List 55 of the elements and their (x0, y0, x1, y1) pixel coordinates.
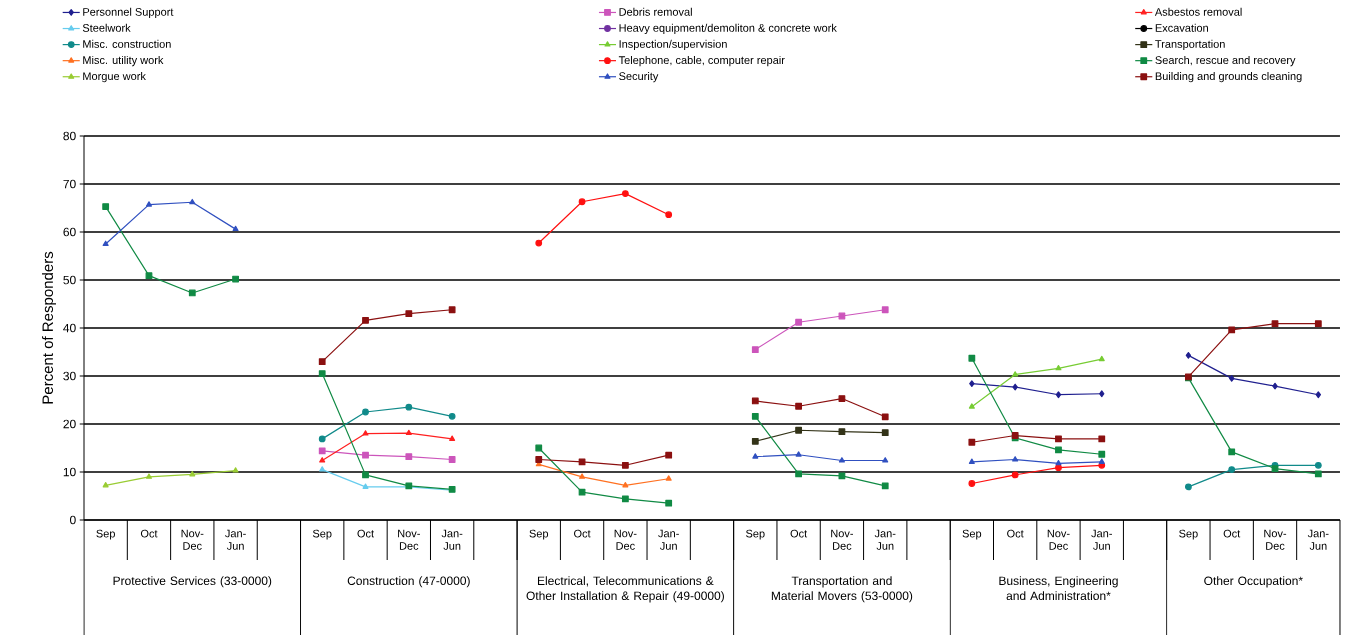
text: Construction (47-0000) (347, 576, 470, 588)
x-tick-label: Oct (790, 529, 808, 538)
y-axis-title: Percent of Responders (42, 251, 56, 404)
x-tick-label: Nov-Dec (1047, 529, 1070, 550)
legend-label: Transportation (1155, 39, 1225, 51)
x-tick-label: Oct (574, 529, 591, 538)
legend-label: Personnel Support (83, 7, 174, 18)
x-tick-label: Sep (1179, 529, 1198, 540)
text: Business, Engineering and Administration* (999, 576, 1118, 601)
legend-label: Building and grounds cleaning (1155, 72, 1302, 83)
x-tick-label: Jan-Jun (441, 529, 463, 550)
y-tick-label: 0 (70, 515, 76, 525)
legend-label: Security (619, 72, 659, 83)
x-tick-label: Nov-Dec (181, 529, 204, 550)
x-tick-label: Nov-Dec (614, 529, 637, 550)
text: Other Occupation* (1204, 576, 1303, 588)
legend-label: Inspection/supervision (619, 39, 727, 51)
x-tick-label: Oct (1007, 529, 1024, 538)
text: Transportation and Material Movers (53-0000) (771, 576, 913, 603)
x-tick-label: Jan-Jun (225, 529, 246, 550)
y-tick-label: 80 (63, 131, 76, 141)
x-tick-label: Jan-Jun (1307, 529, 1329, 550)
legend-label: Asbestos removal (1154, 7, 1242, 16)
legend-label: Search, rescue and recovery (1155, 55, 1296, 67)
x-tick-label: Nov-Dec (1264, 529, 1287, 550)
x-tick-label: Oct (140, 529, 158, 538)
x-tick-label: Nov-Dec (831, 529, 854, 550)
y-tick-label: 40 (63, 323, 76, 333)
legend-label: Misc. utility work (83, 55, 164, 67)
y-tick-label: 20 (63, 419, 76, 429)
x-tick-label: Jan-Jun (874, 529, 896, 550)
x-tick-label: Sep (746, 529, 765, 540)
legend-label: Morgue work (83, 72, 146, 83)
x-tick-label: Oct (1223, 529, 1241, 538)
x-tick-label: Sep (962, 529, 982, 540)
text: Electrical, Telecommunications & Other Installation & Repair (49-0000) (526, 576, 724, 603)
legend-label: Heavy equipment/demoliton & concrete work (619, 23, 837, 35)
y-tick-label: 30 (63, 371, 76, 381)
legend-label: Steelwork (82, 23, 131, 32)
y-tick-label: 10 (63, 467, 76, 477)
legend-label: Misc. construction (83, 39, 171, 48)
x-tick-label: Nov-Dec (398, 529, 420, 550)
legend-label: Excavation (1155, 23, 1208, 32)
x-tick-label: Oct (357, 529, 374, 538)
x-tick-label: Sep (96, 529, 115, 540)
legend-label: Debris removal (619, 7, 692, 16)
y-tick-label: 70 (63, 179, 76, 189)
x-tick-label: Jan-Jun (1091, 529, 1112, 550)
y-tick-label: 60 (63, 227, 76, 237)
x-tick-label: Jan-Jun (658, 529, 679, 550)
x-tick-label: Sep (312, 529, 332, 540)
text: Protective Services (33-0000) (113, 576, 272, 588)
y-tick-label: 50 (63, 275, 76, 285)
legend-label: Telephone, cable, computer repair (618, 55, 785, 67)
x-tick-label: Sep (529, 529, 549, 540)
